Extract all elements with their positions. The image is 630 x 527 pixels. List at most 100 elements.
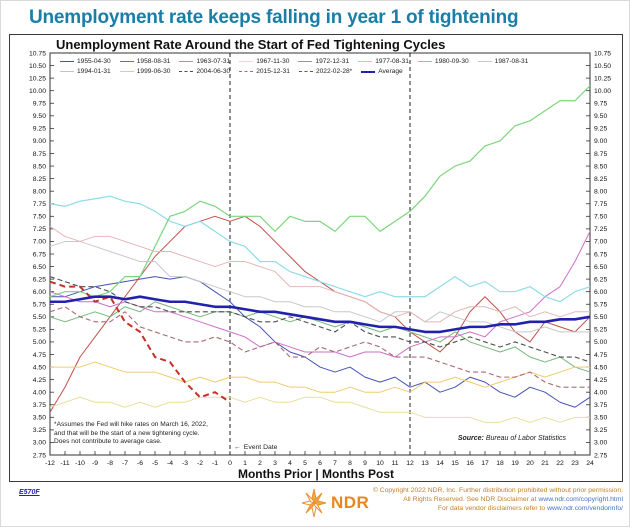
y-tick-label: 5.00 (594, 339, 607, 346)
y-tick-label: 10.00 (594, 88, 611, 95)
series-line-1994-01-31 (49, 225, 590, 323)
x-tick-label: 13 (421, 460, 429, 467)
ndr-wordmark: NDR (331, 493, 370, 512)
y-tick-label: 10.75 (29, 50, 46, 57)
series-line-1967-11-30 (49, 396, 590, 423)
series-line-1955-04-30 (50, 276, 591, 408)
y-tick-label: 6.75 (33, 251, 46, 258)
x-tick-label: 23 (571, 460, 579, 467)
y-tick-label: 5.00 (33, 339, 46, 346)
y-tick-label: 9.75 (594, 101, 607, 108)
x-tick-label: 10 (376, 460, 384, 467)
copyright-line1: © Copyright 2022 NDR, Inc. Further distr… (372, 487, 623, 494)
x-tick-label: 9 (363, 460, 367, 467)
x-tick-label: -7 (122, 460, 128, 467)
event-date-label: Event Date (243, 444, 278, 451)
y-tick-label: 5.75 (33, 302, 46, 309)
ndr-compass-icon (301, 488, 327, 518)
x-tick-label: -12 (45, 460, 55, 467)
x-tick-label: 22 (556, 460, 564, 467)
source-note: Source: Bureau of Labor Statistics (458, 435, 566, 442)
y-tick-label: 6.75 (594, 251, 607, 258)
y-tick-label: 9.25 (33, 126, 46, 133)
y-tick-label: 4.75 (33, 352, 46, 359)
y-tick-label: 4.00 (33, 389, 46, 396)
source-text: Bureau of Labor Statistics (485, 435, 566, 442)
copyright-line2: All Rights Reserved. See NDR Disclaimer … (403, 496, 623, 503)
y-tick-label: 4.25 (594, 377, 607, 384)
series-line-2015-12-31 (49, 306, 590, 388)
series-line-1977-08-31 (49, 195, 591, 303)
plot-svg: 2.75 2.75 3.00 3.00 3.25 3.25 3.50 3.50 3.75 3.75… (29, 50, 611, 467)
series-line-1987-08-31 (49, 240, 590, 333)
y-tick-label: 2.75 (33, 452, 46, 459)
y-tick-label: 7.50 (33, 214, 46, 221)
y-tick-label: 9.00 (594, 138, 607, 145)
chart-footnote: *Assumes the Fed will hike rates on Marc… (54, 421, 208, 445)
y-tick-label: 7.00 (594, 239, 607, 246)
y-tick-label: 9.25 (594, 126, 607, 133)
x-tick-label: 14 (436, 460, 444, 467)
vendorinfo-link[interactable]: www.ndr.com/vendorinfo/ (547, 505, 623, 512)
x-tick-label: 17 (481, 460, 489, 467)
doc-id-link[interactable]: E570F (19, 489, 40, 496)
y-tick-label: 3.00 (594, 440, 607, 447)
y-tick-label: 9.00 (33, 138, 46, 145)
arrow-left-icon: ← (234, 444, 241, 451)
y-tick-label: 6.50 (594, 264, 607, 271)
y-tick-label: 3.75 (594, 402, 607, 409)
y-tick-label: 5.75 (594, 302, 607, 309)
x-tick-label: 12 (406, 460, 414, 467)
x-tick-label: -1 (212, 460, 218, 467)
x-tick-label: 6 (318, 460, 322, 467)
y-tick-label: 6.00 (594, 289, 607, 296)
y-tick-label: 9.50 (594, 113, 607, 120)
series-line-1972-12-31 (49, 231, 591, 358)
y-tick-label: 5.50 (33, 314, 46, 321)
y-tick-label: 8.75 (594, 151, 607, 158)
y-tick-label: 5.25 (594, 327, 607, 334)
x-tick-label: 21 (541, 460, 549, 467)
y-tick-label: 6.25 (33, 276, 46, 283)
copyright-link[interactable]: www.ndr.com/copyright.html (538, 496, 623, 503)
y-tick-label: 8.50 (33, 163, 46, 170)
x-tick-label: 2 (258, 460, 262, 467)
x-tick-label: 4 (288, 460, 292, 467)
x-tick-label: 5 (303, 460, 307, 467)
series-line-1999-06-30 (50, 361, 590, 393)
x-tick-label: 20 (526, 460, 534, 467)
x-tick-label: 18 (496, 460, 504, 467)
page-title: Unemployment rate keeps falling in year … (29, 7, 519, 28)
y-tick-label: 10.75 (594, 50, 611, 57)
x-tick-label: 16 (466, 460, 474, 467)
y-tick-label: 10.50 (29, 63, 46, 70)
series-line-Average (50, 295, 591, 334)
y-tick-label: 9.50 (33, 113, 46, 120)
y-tick-label: 4.25 (33, 377, 46, 384)
x-tick-label: -11 (60, 460, 70, 467)
x-tick-label: -8 (107, 460, 113, 467)
event-date-annotation: ← Event Date (234, 444, 277, 451)
y-tick-label: 7.50 (594, 214, 607, 221)
chart-panel: 2.75 2.75 3.00 3.00 3.25 3.25 3.50 3.50 3.75 3.75… (9, 34, 623, 482)
y-tick-label: 3.75 (33, 402, 46, 409)
x-tick-label: 1 (243, 460, 247, 467)
x-axis-title: Months Prior | Months Post (237, 467, 395, 481)
y-tick-label: 9.75 (33, 101, 46, 108)
series-line-1958-08-31 (49, 215, 591, 413)
y-tick-label: 4.00 (594, 389, 607, 396)
y-tick-label: 4.50 (33, 364, 46, 371)
y-tick-label: 8.75 (33, 151, 46, 158)
y-tick-label: 10.25 (594, 75, 611, 82)
footer: E570F NDR © Copyright 2022 NDR, Inc. Fur… (1, 484, 629, 526)
series-line-1980-09-30 (49, 85, 591, 298)
chart-title: Unemployment Rate Around the Start of Fe… (56, 37, 446, 52)
copyright-block: © Copyright 2022 NDR, Inc. Further distr… (373, 486, 623, 513)
x-tick-label: -3 (182, 460, 188, 467)
series-line-2004-06-30 (49, 276, 591, 363)
x-tick-label: -2 (197, 460, 203, 467)
y-tick-label: 7.00 (33, 239, 46, 246)
x-tick-label: 3 (273, 460, 277, 467)
y-tick-label: 10.00 (29, 88, 46, 95)
